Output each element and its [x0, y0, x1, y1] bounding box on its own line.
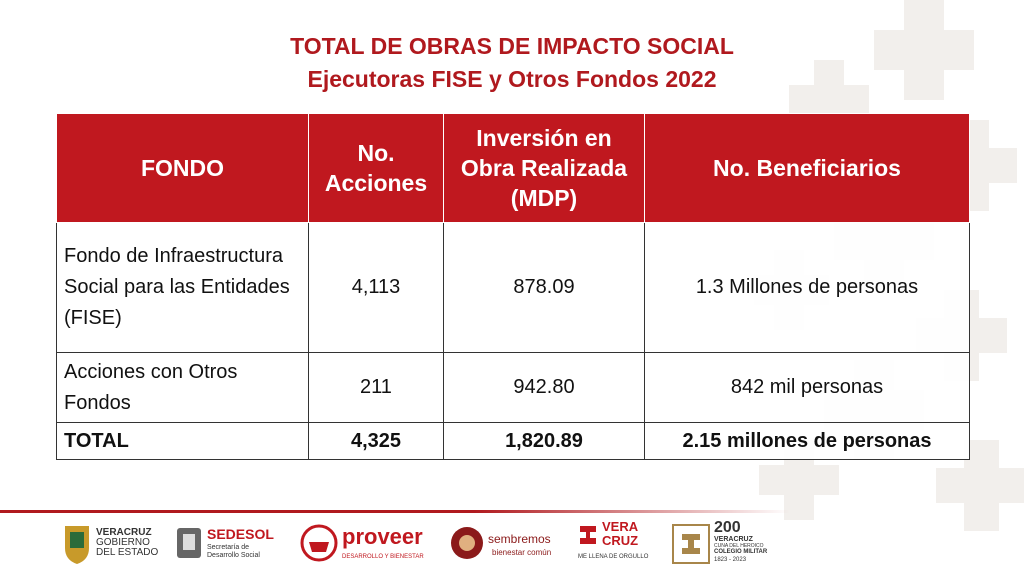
proveer-logo: proveer DESARROLLO Y BIENESTAR	[300, 520, 435, 568]
sedesol-sub1: Secretaría de	[207, 544, 250, 551]
cell-total-acciones: 4,325	[308, 422, 444, 460]
page-title: TOTAL DE OBRAS DE IMPACTO SOCIAL Ejecuto…	[0, 30, 1024, 96]
sembremos-logo: sembremos bienestar común	[450, 520, 565, 568]
header-inversion: Inversión en Obra Realizada (MDP)	[443, 113, 645, 223]
sembremos-name: sembremos	[488, 532, 551, 546]
header-acciones: No. Acciones	[308, 113, 444, 223]
header-fondo: FONDO	[56, 113, 309, 223]
veracruz-line2: GOBIERNO	[96, 537, 150, 548]
footer-logos: VERACRUZ GOBIERNO DEL ESTADO SEDESOL Sec…	[60, 520, 790, 568]
header-beneficiarios: No. Beneficiarios	[644, 113, 970, 223]
cell-fondo: Fondo de Infraestructura Social para las…	[56, 222, 309, 353]
cell-acciones: 4,113	[308, 222, 444, 353]
proveer-sub: DESARROLLO Y BIENESTAR	[342, 554, 424, 560]
sprout-icon	[451, 527, 483, 559]
cell-fondo: Acciones con Otros Fondos	[56, 352, 309, 423]
veracruz-gobierno-logo: VERACRUZ GOBIERNO DEL ESTADO	[60, 520, 170, 568]
table-row: Fondo de Infraestructura Social para las…	[56, 222, 970, 353]
cell-total-inversion: 1,820.89	[443, 422, 645, 460]
table-header-row: FONDO No. Acciones Inversión en Obra Rea…	[56, 113, 970, 223]
table-total-row: TOTAL 4,325 1,820.89 2.15 millones de pe…	[56, 422, 970, 460]
title-line-1: TOTAL DE OBRAS DE IMPACTO SOCIAL	[290, 33, 734, 59]
colegio-years: 1823 - 2023	[714, 557, 747, 563]
cell-beneficiarios: 1.3 Millones de personas	[644, 222, 970, 353]
colegio-num: 200	[714, 519, 741, 536]
veracruz-orgullo-line1: VERA	[602, 519, 639, 534]
sedesol-sub2: Desarrollo Social	[207, 552, 260, 559]
sembremos-sub: bienestar común	[492, 548, 552, 557]
cell-inversion: 942.80	[443, 352, 645, 423]
sedesol-name: SEDESOL	[207, 526, 274, 542]
sedesol-logo: SEDESOL Secretaría de Desarrollo Social	[175, 520, 290, 568]
cell-beneficiarios: 842 mil personas	[644, 352, 970, 423]
footer-divider	[0, 510, 790, 513]
cell-acciones: 211	[308, 352, 444, 423]
colegio-line1: VERACRUZ	[714, 536, 753, 543]
proveer-name: proveer	[342, 524, 423, 549]
cell-total-label: TOTAL	[56, 422, 309, 460]
veracruz-orgullo-line2: CRUZ	[602, 533, 639, 548]
obras-table: FONDO No. Acciones Inversión en Obra Rea…	[56, 113, 970, 460]
veracruz-line3: DEL ESTADO	[96, 547, 159, 558]
colegio-line3: COLEGIO MILITAR	[714, 549, 768, 555]
veracruz-line1: VERACRUZ	[96, 527, 152, 538]
colegio-line2: CUNA DEL HEROICO	[714, 543, 764, 549]
colegio-militar-logo: 200 VERACRUZ CUNA DEL HEROICO COLEGIO MI…	[672, 520, 787, 568]
cell-inversion: 878.09	[443, 222, 645, 353]
veracruz-orgullo-logo: VERA CRUZ ME LLENA DE ORGULLO	[578, 520, 653, 568]
title-line-2: Ejecutoras FISE y Otros Fondos 2022	[307, 66, 717, 92]
table-row: Acciones con Otros Fondos 211 942.80 842…	[56, 352, 970, 423]
emblem-icon	[672, 524, 710, 564]
seal-icon	[177, 528, 201, 558]
pattern-icon	[580, 526, 596, 544]
basket-icon	[300, 524, 338, 562]
cell-total-beneficiarios: 2.15 millones de personas	[644, 422, 970, 460]
shield-icon	[65, 526, 89, 564]
veracruz-orgullo-sub: ME LLENA DE ORGULLO	[578, 554, 649, 560]
